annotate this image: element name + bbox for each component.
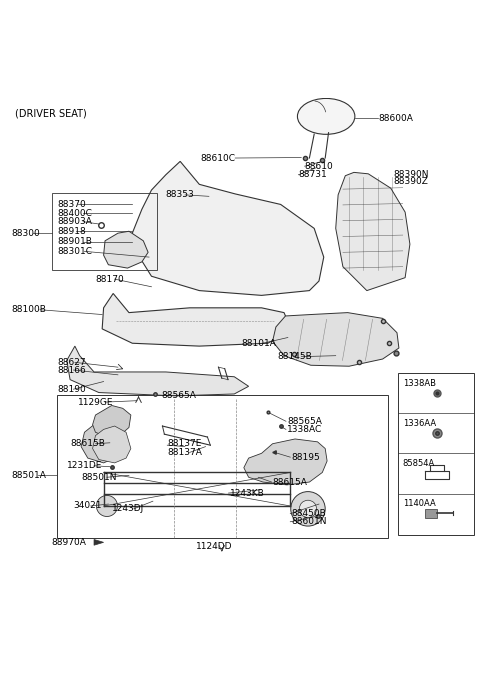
Text: 88137A: 88137A xyxy=(167,448,202,457)
Polygon shape xyxy=(93,426,131,463)
Text: 88390Z: 88390Z xyxy=(393,177,428,186)
Text: 34021: 34021 xyxy=(73,502,102,510)
Circle shape xyxy=(291,491,325,526)
Text: 1243DJ: 1243DJ xyxy=(112,504,144,514)
Text: 88137E: 88137E xyxy=(167,439,202,448)
Text: 88301C: 88301C xyxy=(57,247,92,256)
Text: 88601N: 88601N xyxy=(292,517,327,526)
Text: 88501N: 88501N xyxy=(81,472,117,482)
Text: 88565A: 88565A xyxy=(287,416,322,426)
Polygon shape xyxy=(102,294,292,346)
Text: 88610: 88610 xyxy=(305,161,334,171)
Polygon shape xyxy=(244,439,327,485)
Text: 88501A: 88501A xyxy=(11,471,46,480)
Text: 88918: 88918 xyxy=(57,227,86,236)
Bar xyxy=(425,510,437,518)
Text: 88565A: 88565A xyxy=(161,392,196,400)
Bar xyxy=(398,373,474,535)
Text: 88100B: 88100B xyxy=(11,305,46,315)
Circle shape xyxy=(300,500,317,518)
Text: 88190: 88190 xyxy=(57,385,86,394)
Text: 1338AB: 1338AB xyxy=(403,379,436,387)
Bar xyxy=(57,395,388,537)
Text: 1336AA: 1336AA xyxy=(403,419,436,428)
Text: 88145B: 88145B xyxy=(277,352,312,361)
Text: 88615B: 88615B xyxy=(70,439,105,448)
Text: 1338AC: 1338AC xyxy=(287,425,322,434)
Text: 88353: 88353 xyxy=(166,190,194,199)
Polygon shape xyxy=(132,161,324,296)
Text: 88170: 88170 xyxy=(96,275,124,284)
Text: 1140AA: 1140AA xyxy=(403,500,435,508)
Text: 1129GE: 1129GE xyxy=(78,398,114,406)
Polygon shape xyxy=(94,539,104,545)
Text: 88970A: 88970A xyxy=(51,538,86,547)
Text: 88731: 88731 xyxy=(299,170,327,180)
Text: 88101A: 88101A xyxy=(241,339,276,348)
Text: 88610C: 88610C xyxy=(200,153,235,163)
Text: 88450B: 88450B xyxy=(292,509,326,518)
Text: 88615A: 88615A xyxy=(273,477,307,487)
Text: 1124DD: 1124DD xyxy=(196,542,232,551)
Text: 88627: 88627 xyxy=(57,358,86,367)
Text: 88166: 88166 xyxy=(57,366,86,375)
Polygon shape xyxy=(273,313,399,367)
Text: 88370: 88370 xyxy=(57,200,86,209)
Text: 88903A: 88903A xyxy=(57,217,92,226)
Ellipse shape xyxy=(298,99,355,134)
Text: 85854A: 85854A xyxy=(403,459,435,468)
Text: 1243KB: 1243KB xyxy=(229,489,264,497)
Text: (DRIVER SEAT): (DRIVER SEAT) xyxy=(15,109,87,119)
Text: 88901B: 88901B xyxy=(57,238,92,246)
Polygon shape xyxy=(81,421,120,463)
Polygon shape xyxy=(104,232,148,268)
Text: 88600A: 88600A xyxy=(379,114,414,123)
Text: 88390N: 88390N xyxy=(393,170,429,180)
Polygon shape xyxy=(93,406,131,437)
Polygon shape xyxy=(67,346,249,396)
Circle shape xyxy=(96,495,118,516)
Text: 88300: 88300 xyxy=(11,229,40,238)
Bar xyxy=(52,193,157,271)
Text: 88400C: 88400C xyxy=(57,209,92,217)
Text: 88195: 88195 xyxy=(292,453,321,462)
Polygon shape xyxy=(336,172,410,291)
Text: 1231DE: 1231DE xyxy=(67,461,102,470)
